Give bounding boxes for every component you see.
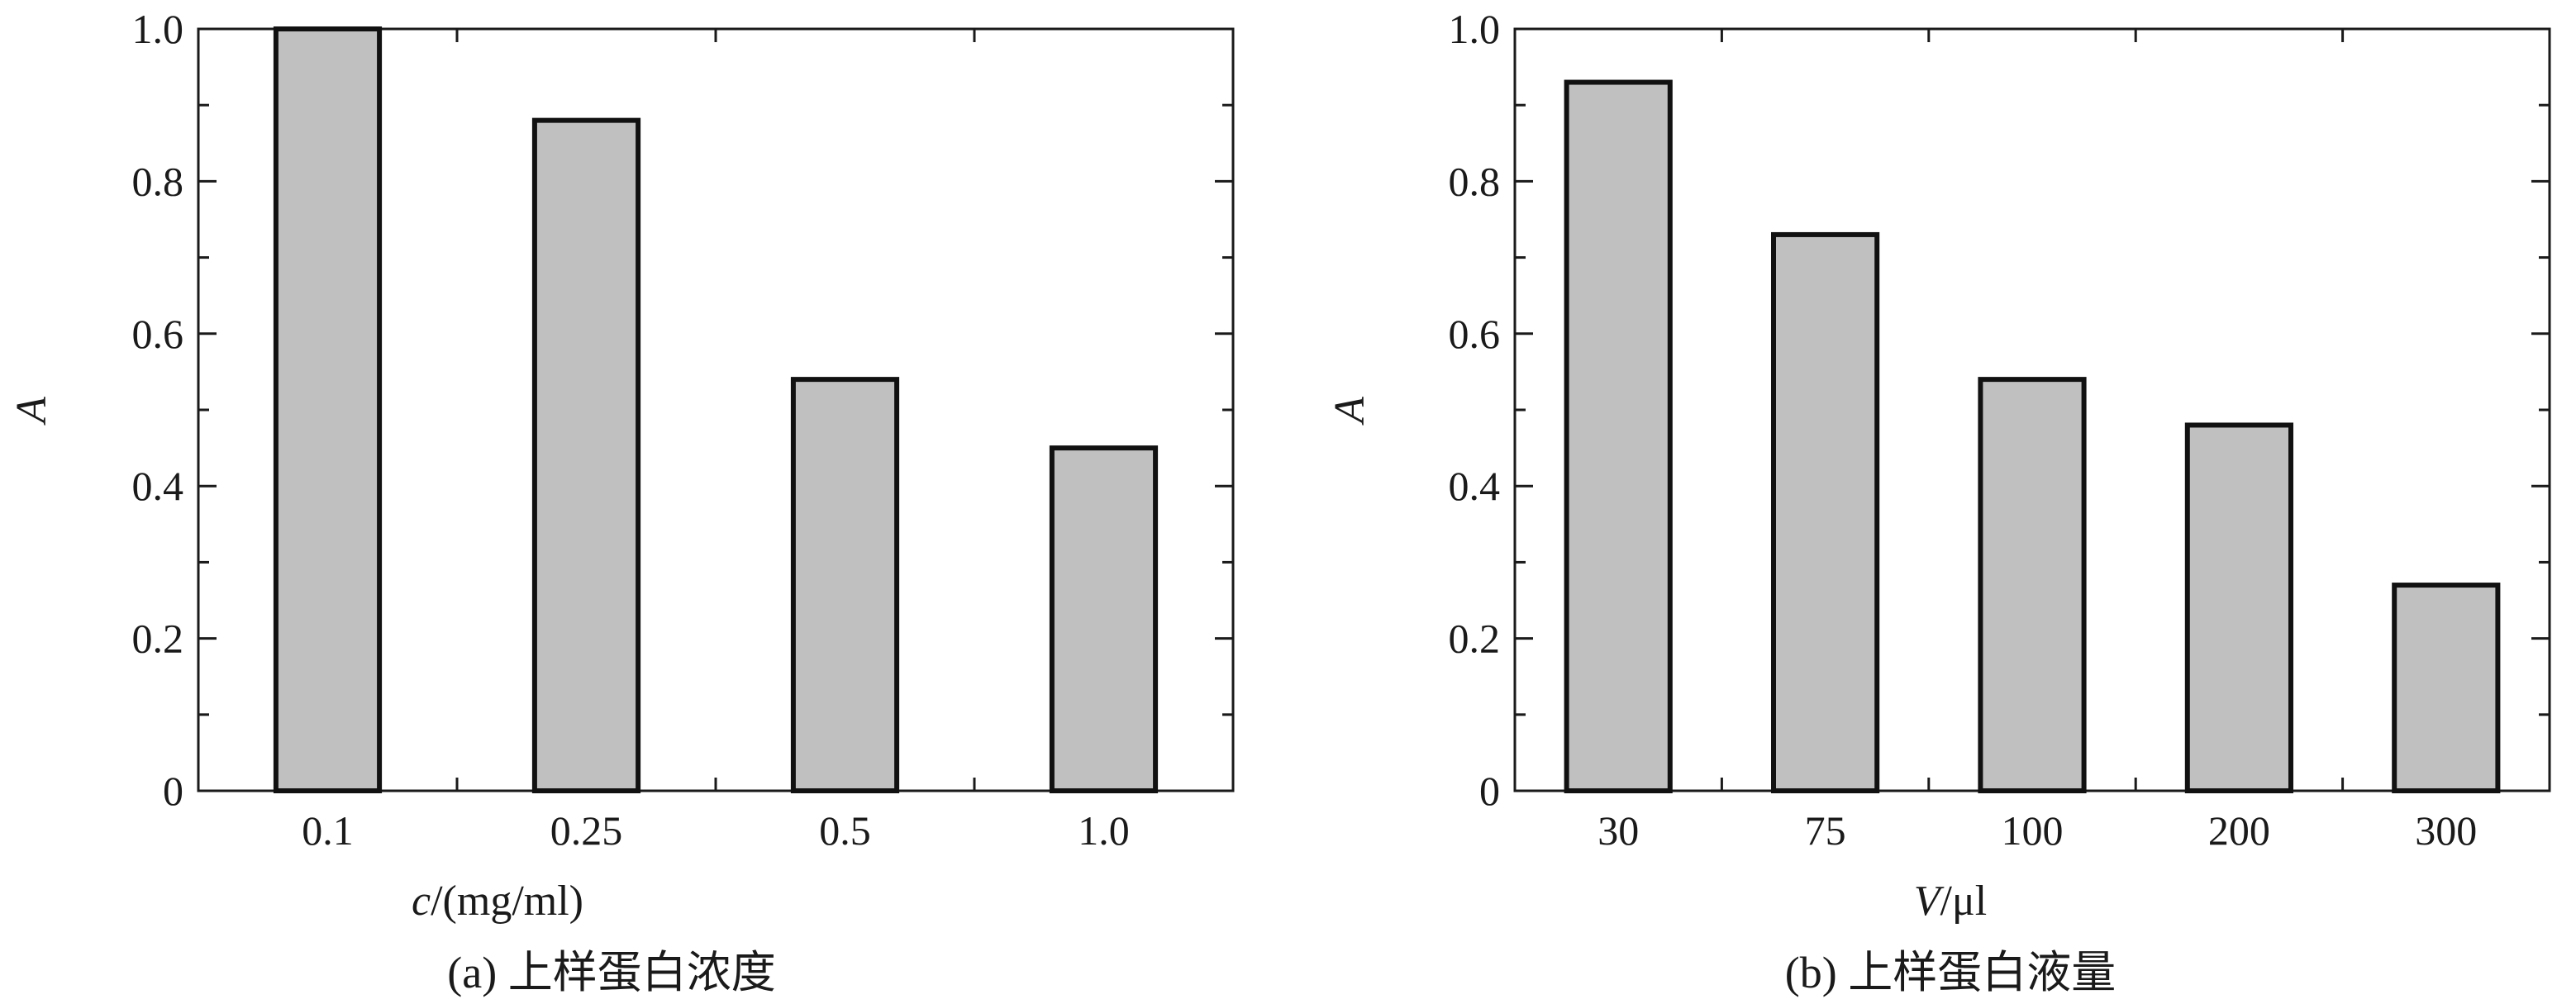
chart-a-x-tick-label: 0.5 — [819, 807, 871, 854]
chart-b-x-tick-label: 100 — [2002, 807, 2064, 854]
chart-b-bars — [1564, 79, 2501, 794]
chart-b-x-tick-label: 300 — [2415, 807, 2477, 854]
chart-a-caption: (a) 上样蛋白浓度 — [447, 948, 775, 997]
chart-b-x-axis: 30 75 100 200 300 — [1598, 29, 2477, 854]
chart-a-y-tick-label: 0.6 — [132, 311, 184, 357]
chart-a-x-axis-title-unit: /(mg/ml) — [431, 878, 583, 925]
chart-b-y-tick-label: 0.2 — [1449, 616, 1501, 662]
chart-b-bar — [1771, 231, 1880, 793]
chart-a-y-tick-label: 0 — [163, 768, 183, 814]
chart-b-x-axis-title: V/μl — [1914, 878, 1988, 925]
chart-a-y-tick-label: 0.2 — [132, 616, 184, 662]
chart-a-y-tick-label: 0.8 — [132, 158, 184, 204]
chart-b-bar — [1978, 377, 2087, 793]
chart-a-x-axis-title-var: c — [412, 878, 431, 925]
chart-a-x-tick-label: 0.1 — [302, 807, 354, 854]
chart-b-x-tick-label: 200 — [2208, 807, 2270, 854]
chart-a-y-axis-title: A — [8, 397, 55, 426]
chart-b-caption: (b) 上样蛋白液量 — [1785, 948, 2116, 997]
chart-b-y-tick-label: 0.6 — [1449, 311, 1501, 357]
chart-a-bars — [273, 26, 1159, 793]
chart-b-y-tick-label: 0.4 — [1449, 463, 1501, 509]
chart-a: 0 0.2 0.4 0.6 0.8 1.0 0.1 0.25 0.5 1.0 A c/(mg/m… — [8, 6, 1235, 997]
chart-b-y-tick-label: 1.0 — [1449, 6, 1501, 52]
chart-b-y-tick-label: 0 — [1479, 768, 1500, 814]
chart-b-y-tick-label: 0.8 — [1449, 158, 1501, 204]
chart-b-bar — [2392, 583, 2501, 793]
chart-b-x-tick-label: 75 — [1805, 807, 1846, 854]
chart-a-x-axis: 0.1 0.25 0.5 1.0 — [302, 29, 1130, 854]
chart-a-y-axis: 0 0.2 0.4 0.6 0.8 1.0 — [132, 6, 1233, 814]
chart-b: 0 0.2 0.4 0.6 0.8 1.0 30 75 100 200 300 A V/μl (b… — [1326, 6, 2551, 997]
chart-a-bar — [273, 26, 383, 793]
chart-a-x-tick-label: 0.25 — [550, 807, 623, 854]
chart-a-x-axis-title: c/(mg/ml) — [412, 878, 583, 925]
chart-a-bar — [790, 377, 900, 793]
chart-b-x-axis-title-var: V — [1914, 878, 1945, 925]
chart-a-bar — [531, 117, 641, 793]
chart-b-x-axis-title-unit: /μl — [1940, 878, 1987, 925]
chart-b-bar — [1564, 79, 1673, 794]
chart-b-x-tick-label: 30 — [1598, 807, 1639, 854]
chart-b-y-axis-title: A — [1326, 397, 1374, 426]
chart-a-bar — [1049, 445, 1159, 793]
chart-b-y-axis: 0 0.2 0.4 0.6 0.8 1.0 — [1449, 6, 2550, 814]
chart-a-y-tick-label: 1.0 — [132, 6, 184, 52]
chart-a-x-tick-label: 1.0 — [1078, 807, 1130, 854]
chart-b-bar — [2184, 422, 2294, 793]
chart-a-y-tick-label: 0.4 — [132, 463, 184, 509]
